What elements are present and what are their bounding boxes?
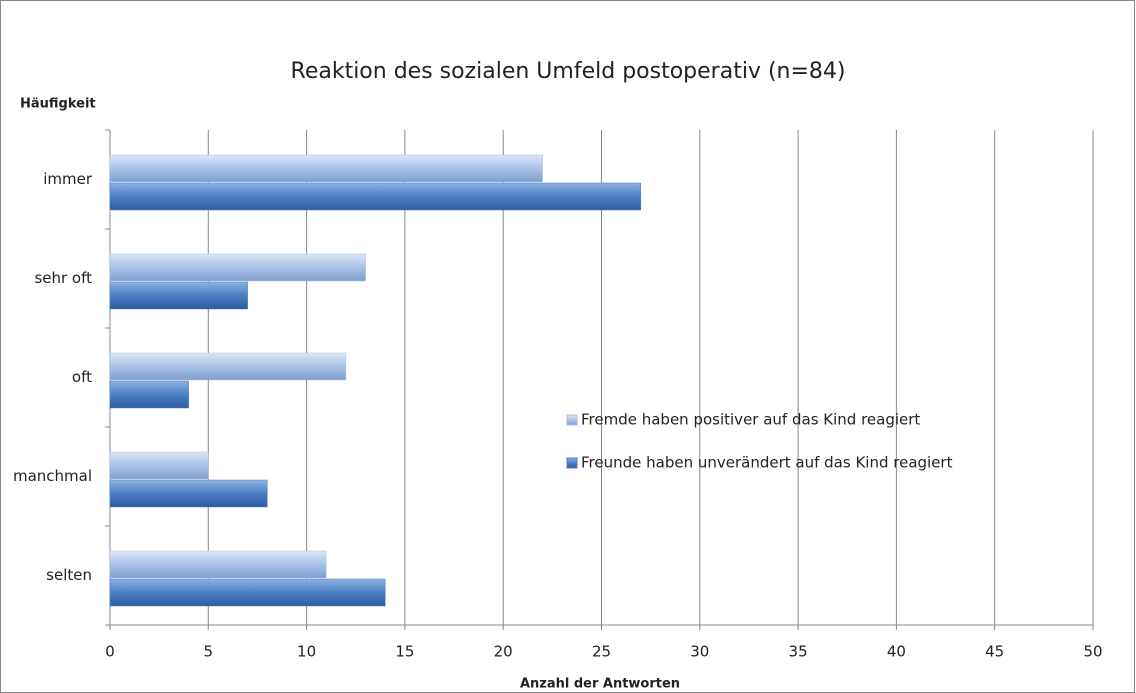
x-tick-label: 40 [887, 643, 906, 661]
bar [109, 182, 642, 211]
bar [109, 451, 209, 480]
bar [109, 154, 543, 183]
x-tick-label: 20 [494, 643, 513, 661]
chart-title: Reaktion des sozialen Umfeld postoperati… [291, 59, 846, 84]
x-tick-label: 5 [204, 643, 214, 661]
bar [109, 578, 386, 607]
y-tick-label: manchmal [13, 467, 92, 485]
x-tick-label: 50 [1083, 643, 1102, 661]
y-tick-label: immer [43, 170, 93, 188]
x-tick-label: 30 [690, 643, 709, 661]
x-tick-label: 35 [789, 643, 808, 661]
x-tick-label: 45 [985, 643, 1004, 661]
x-tick-label: 10 [297, 643, 316, 661]
bar [109, 380, 189, 409]
bar [109, 352, 347, 381]
legend-label: Freunde haben unverändert auf das Kind r… [581, 454, 953, 472]
y-axis-title: Häufigkeit [20, 97, 96, 112]
x-tick-label: 0 [105, 643, 115, 661]
legend-swatch [566, 414, 578, 426]
x-tick-label: 25 [592, 643, 611, 661]
bar [109, 281, 248, 310]
x-axis-title: Anzahl der Antworten [520, 677, 680, 692]
x-tick-label: 15 [395, 643, 414, 661]
y-tick-label: selten [46, 566, 92, 584]
y-tick-label: oft [72, 368, 92, 386]
legend-swatch [566, 457, 578, 469]
bar [109, 479, 268, 508]
bar [109, 253, 366, 282]
legend-label: Fremde haben positiver auf das Kind reag… [581, 411, 920, 429]
bar [109, 550, 327, 579]
y-tick-label: sehr oft [34, 269, 92, 287]
